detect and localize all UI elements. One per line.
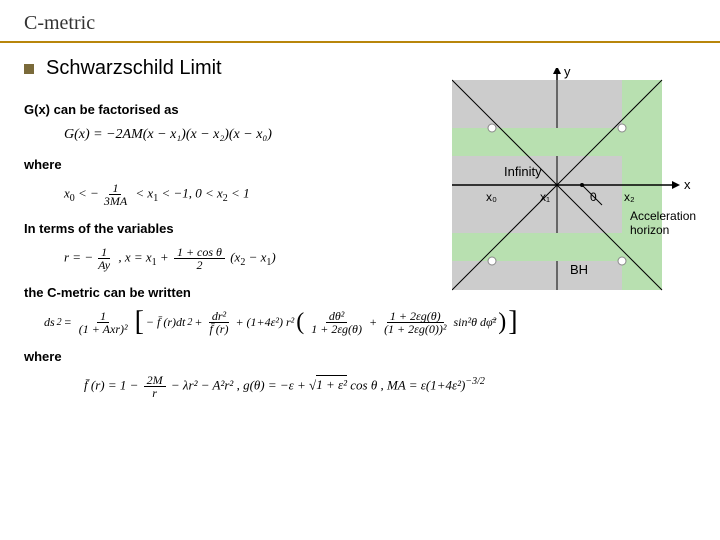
line-where-1: where <box>24 157 444 172</box>
diag-y-label: y <box>564 68 571 79</box>
diag-acc-label-1: Acceleration <box>630 209 696 223</box>
diag-dot-2 <box>618 257 626 265</box>
diag-tick-x0: x₀ <box>486 190 497 204</box>
title-bar: C-metric <box>0 0 720 43</box>
line-factorised: G(x) can be factorised as <box>24 102 444 117</box>
bullet-icon <box>24 64 34 74</box>
line-where-2: where <box>24 349 696 364</box>
diag-tick-x1: x₁ <box>540 190 550 204</box>
diag-acc-label-2: horizon <box>630 223 669 237</box>
eq-metric: ds2 = 1(1 + Axr)² [ − f̄ (r)dt2 + dr²f̄ … <box>44 310 696 335</box>
diag-infinity-label: Infinity <box>504 164 542 179</box>
subtitle: Schwarzschild Limit <box>46 57 222 80</box>
eq-variables: r = −1Ay , x = x1 + 1 + cos θ2 (x2 − x1) <box>64 246 444 271</box>
diag-x-label: x <box>684 177 691 192</box>
diag-dot-4 <box>488 257 496 265</box>
diag-dot-3 <box>488 124 496 132</box>
diag-dot-1 <box>618 124 626 132</box>
diag-tick-x2: x₂ <box>624 190 635 204</box>
slide-title: C-metric <box>24 12 696 35</box>
eq-inequalities: x0 < −13MA < x1 < −1, 0 < x2 < 1 <box>64 182 444 207</box>
line-variables: In terms of the variables <box>24 221 444 236</box>
diag-bh-label: BH <box>570 262 588 277</box>
coordinate-diagram: y x x₀ x₁ 0 x₂ Infinity BH Acceleration … <box>452 68 702 308</box>
eq-functions: f̄ (r) = 1 − 2Mr − λr² − A²r² , g(θ) = −… <box>84 374 696 399</box>
eq-g-of-x: G(x) = −2AM(x − x₁)(x − x₂)(x − x₀) <box>64 127 444 143</box>
